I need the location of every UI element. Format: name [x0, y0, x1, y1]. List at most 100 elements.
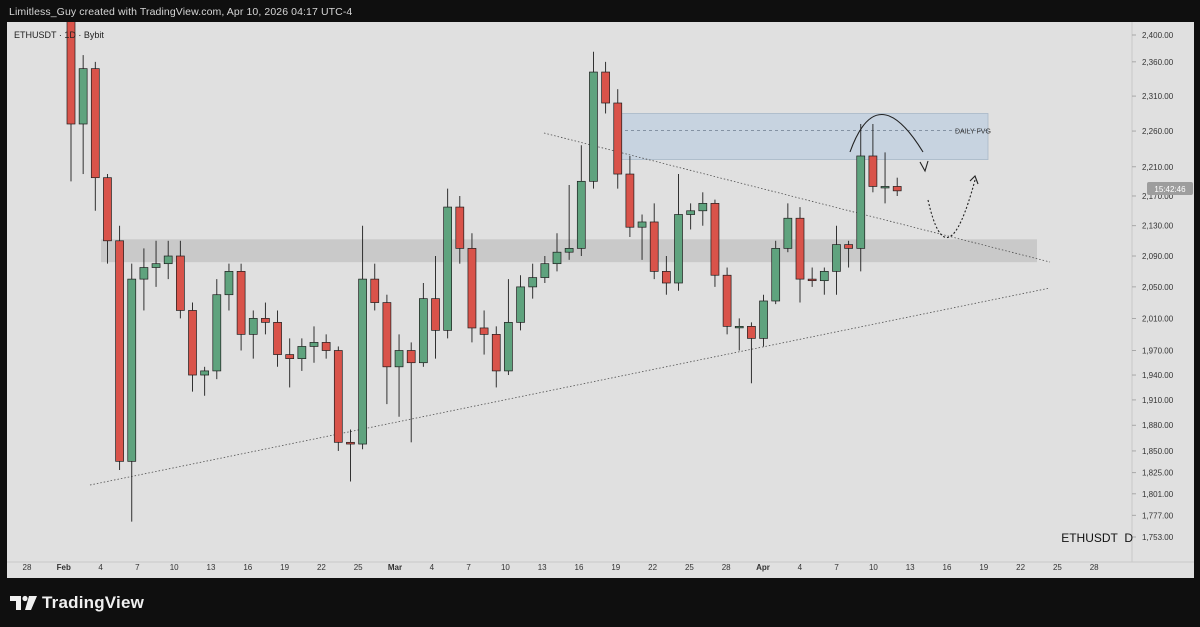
- time-tick-label: Apr: [756, 563, 770, 572]
- candle[interactable]: [759, 294, 768, 347]
- candle[interactable]: [613, 89, 623, 189]
- candle[interactable]: [625, 155, 635, 238]
- candle[interactable]: [273, 310, 282, 367]
- candle-body: [321, 342, 331, 351]
- candle[interactable]: [90, 61, 100, 211]
- candle[interactable]: [115, 225, 124, 471]
- candle[interactable]: [649, 203, 659, 280]
- price-tick-label: 1,801.00: [1142, 490, 1174, 499]
- candle[interactable]: [589, 51, 598, 189]
- candle[interactable]: [163, 240, 173, 280]
- candle[interactable]: [188, 302, 197, 392]
- candle[interactable]: [455, 195, 465, 264]
- candle[interactable]: [710, 199, 720, 287]
- candle[interactable]: [467, 233, 477, 343]
- candle[interactable]: [346, 429, 355, 482]
- candle[interactable]: [844, 240, 853, 268]
- candle[interactable]: [176, 240, 185, 319]
- candle[interactable]: [139, 248, 149, 311]
- candle[interactable]: [297, 338, 307, 371]
- candle[interactable]: [747, 322, 756, 384]
- candle[interactable]: [504, 279, 513, 376]
- candle[interactable]: [358, 225, 367, 450]
- candle[interactable]: [151, 240, 161, 287]
- time-tick-label: 13: [906, 563, 915, 572]
- candle[interactable]: [127, 263, 137, 522]
- candle[interactable]: [734, 318, 744, 351]
- candle-body: [176, 255, 185, 311]
- candle[interactable]: [819, 267, 829, 295]
- candle[interactable]: [479, 310, 489, 355]
- candle[interactable]: [200, 366, 209, 396]
- candle[interactable]: [236, 263, 246, 351]
- chart-attribution: Limitless_Guy created with TradingView.c…: [9, 6, 353, 18]
- candle[interactable]: [832, 225, 841, 295]
- price-axis[interactable]: 2,400.00 2,360.00 2,310.00 2,260.00 2,210.00…: [1132, 31, 1174, 542]
- candle[interactable]: [103, 174, 112, 264]
- candle[interactable]: [443, 188, 452, 339]
- time-tick-label: 7: [135, 563, 140, 572]
- candle[interactable]: [601, 61, 610, 114]
- candle[interactable]: [224, 263, 234, 311]
- chart-frame[interactable]: DAILY FVG 2,400.00 2,360.00 2,310.00 2,260.…: [7, 22, 1194, 578]
- candle[interactable]: [382, 294, 392, 405]
- candle[interactable]: [516, 275, 525, 331]
- candle[interactable]: [686, 203, 696, 230]
- candle[interactable]: [309, 326, 319, 363]
- candle[interactable]: [285, 338, 295, 388]
- candle-body: [625, 173, 635, 228]
- candle[interactable]: [406, 342, 416, 443]
- candle[interactable]: [552, 233, 562, 272]
- candle[interactable]: [78, 55, 88, 175]
- candle[interactable]: [248, 310, 258, 359]
- candle[interactable]: [370, 263, 380, 311]
- price-tick-label: 2,310.00: [1142, 92, 1174, 101]
- time-tick-label: 28: [1090, 563, 1099, 572]
- candle[interactable]: [698, 192, 708, 226]
- candle[interactable]: [212, 279, 222, 380]
- candle[interactable]: [880, 152, 890, 204]
- price-tick-label: 1,970.00: [1142, 347, 1174, 356]
- candle-body: [419, 298, 428, 364]
- candles-group: [66, 22, 902, 522]
- candle[interactable]: [394, 334, 404, 417]
- time-tick-label: 7: [466, 563, 471, 572]
- candle[interactable]: [783, 203, 793, 253]
- candle-body: [698, 203, 708, 212]
- candle[interactable]: [431, 256, 440, 359]
- candle[interactable]: [333, 346, 343, 451]
- candle-body: [212, 294, 222, 372]
- candle[interactable]: [722, 267, 732, 335]
- tradingview-logo-icon: [10, 595, 37, 610]
- candle[interactable]: [564, 184, 574, 260]
- time-tick-label: 4: [98, 563, 103, 572]
- candle[interactable]: [892, 177, 902, 196]
- candle[interactable]: [807, 267, 817, 287]
- candle[interactable]: [576, 145, 586, 257]
- candle-body: [819, 271, 829, 282]
- ascending-trendline[interactable]: [89, 287, 1051, 486]
- candle[interactable]: [661, 256, 671, 295]
- time-tick-label: 16: [575, 563, 584, 572]
- candle-body: [783, 217, 793, 249]
- candle[interactable]: [321, 334, 331, 359]
- candle[interactable]: [771, 240, 781, 305]
- candlestick-chart[interactable]: DAILY FVG 2,400.00 2,360.00 2,310.00 2,260.…: [7, 22, 1194, 578]
- candle[interactable]: [491, 326, 501, 388]
- candle[interactable]: [66, 22, 76, 182]
- candle[interactable]: [637, 214, 647, 260]
- descending-trendline[interactable]: [543, 132, 1051, 263]
- candle[interactable]: [528, 263, 538, 299]
- tradingview-brand: TradingView: [42, 593, 145, 612]
- candle[interactable]: [856, 123, 866, 272]
- candle[interactable]: [419, 283, 428, 367]
- time-axis[interactable]: 28 Feb 4 7 10 13 16 19 22 25 Mar 4 7 10 13 16 19 22 25 28 Ap…: [23, 563, 1100, 572]
- price-tick-label: 1,753.00: [1142, 533, 1174, 542]
- candle[interactable]: [674, 174, 683, 291]
- candle-body: [832, 244, 841, 272]
- candle[interactable]: [868, 123, 878, 193]
- time-tick-label: 25: [354, 563, 363, 572]
- candle[interactable]: [261, 302, 270, 335]
- candle[interactable]: [540, 256, 550, 284]
- candle[interactable]: [795, 207, 805, 303]
